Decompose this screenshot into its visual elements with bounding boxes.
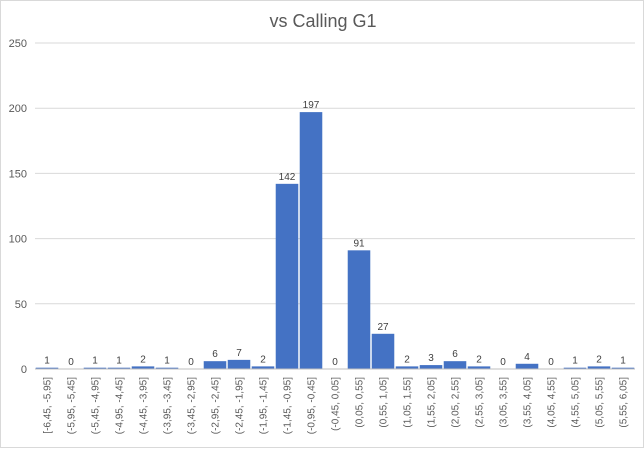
bar: [563, 367, 587, 369]
y-tick-label: 0: [21, 364, 27, 376]
y-tick-label: 150: [9, 168, 27, 180]
y-tick-label: 100: [9, 234, 27, 246]
data-label: 1: [572, 356, 578, 367]
bar: [155, 367, 179, 369]
x-tick-label: (5,55, 6,05]: [619, 377, 630, 428]
x-tick-label: (-4,95, -4,45]: [115, 377, 126, 434]
x-tick-label: (-2,45, -1,95]: [235, 377, 246, 434]
data-label: 0: [332, 357, 338, 368]
gridlines: [35, 42, 635, 305]
bar: [227, 359, 251, 369]
x-tick-label: (-5,95, -5,45]: [67, 377, 78, 434]
bar: [371, 333, 395, 369]
y-tick-label: 50: [15, 299, 27, 311]
data-label: 4: [524, 352, 530, 363]
bar: [131, 366, 155, 369]
x-axis-ticks: [-6,45, -5,95] (-5,95, -5,45] (-5,45, -4,9…: [43, 377, 630, 434]
x-tick-label: (4,05, 4,55]: [547, 377, 558, 428]
y-tick-label: 200: [9, 103, 27, 115]
x-tick-label: (3,55, 4,05]: [523, 377, 534, 428]
data-label: 1: [92, 356, 98, 367]
x-tick-label: (1,05, 1,55]: [403, 377, 414, 428]
x-tick-label: (-3,45, -2,95]: [187, 377, 198, 434]
data-label: 3: [428, 353, 434, 364]
data-label: 1: [620, 356, 626, 367]
bars: [35, 112, 635, 369]
bar: [443, 361, 467, 369]
data-label: 6: [452, 349, 458, 360]
data-label: 27: [377, 322, 389, 333]
x-tick-label: (-5,45, -4,95]: [91, 377, 102, 434]
x-tick-label: (-4,45, -3,95]: [139, 377, 150, 434]
bar: [251, 366, 275, 369]
data-label: 2: [596, 354, 602, 365]
bar: [83, 367, 107, 369]
data-label: 0: [500, 357, 506, 368]
bar: [275, 183, 299, 369]
data-label: 2: [476, 354, 482, 365]
data-label: 142: [279, 172, 296, 183]
data-label: 2: [404, 354, 410, 365]
bar: [203, 361, 227, 369]
data-labels: 1 0 1 1 2 1 0 6 7 2 142 197 0 91 27 2 3 6 2 0 4 0 1 2 1: [44, 100, 626, 368]
x-tick-label: (0,05, 0,55]: [355, 377, 366, 428]
x-tick-label: (3,05, 3,55]: [499, 377, 510, 428]
data-label: 1: [116, 356, 122, 367]
data-label: 2: [140, 354, 146, 365]
x-tick-label: (-3,95, -3,45]: [163, 377, 174, 434]
data-label: 1: [44, 356, 50, 367]
x-tick-label: (5,05, 5,55]: [595, 377, 606, 428]
bar: [611, 367, 635, 369]
x-tick-label: [-6,45, -5,95]: [43, 377, 54, 434]
data-label: 2: [260, 354, 266, 365]
x-tick-label: (-1,45, -0,95]: [283, 377, 294, 434]
x-tick-label: (-2,95, -2,45]: [211, 377, 222, 434]
x-tick-label: (1,55, 2,05]: [427, 377, 438, 428]
bar: [347, 250, 371, 369]
x-tick-label: (0,55, 1,05]: [379, 377, 390, 428]
chart-title: vs Calling G1: [269, 11, 376, 31]
x-tick-label: (4,55, 5,05]: [571, 377, 582, 428]
data-label: 0: [188, 357, 194, 368]
y-tick-label: 250: [9, 38, 27, 50]
data-label: 0: [548, 357, 554, 368]
data-label: 91: [353, 238, 365, 249]
x-tick-label: (-0,45, 0,05]: [331, 377, 342, 431]
data-label: 0: [68, 357, 74, 368]
bar: [35, 367, 59, 369]
bar: [107, 367, 131, 369]
bar: [515, 363, 539, 369]
bar: [395, 366, 419, 369]
data-label: 7: [236, 348, 242, 359]
x-tick-label: (2,05, 2,55]: [451, 377, 462, 428]
x-tick-label: (-0,95, -0,45]: [307, 377, 318, 434]
data-label: 1: [164, 356, 170, 367]
x-tick-label: (-1,95, -1,45]: [259, 377, 270, 434]
data-label: 6: [212, 349, 218, 360]
x-tick-label: (2,55, 3,05]: [475, 377, 486, 428]
y-axis-ticks: 0 50 100 150 200 250: [9, 38, 27, 376]
bar: [467, 366, 491, 369]
bar: [299, 112, 323, 369]
bar: [587, 366, 611, 369]
data-label: 197: [303, 100, 320, 111]
bar: [419, 365, 443, 369]
